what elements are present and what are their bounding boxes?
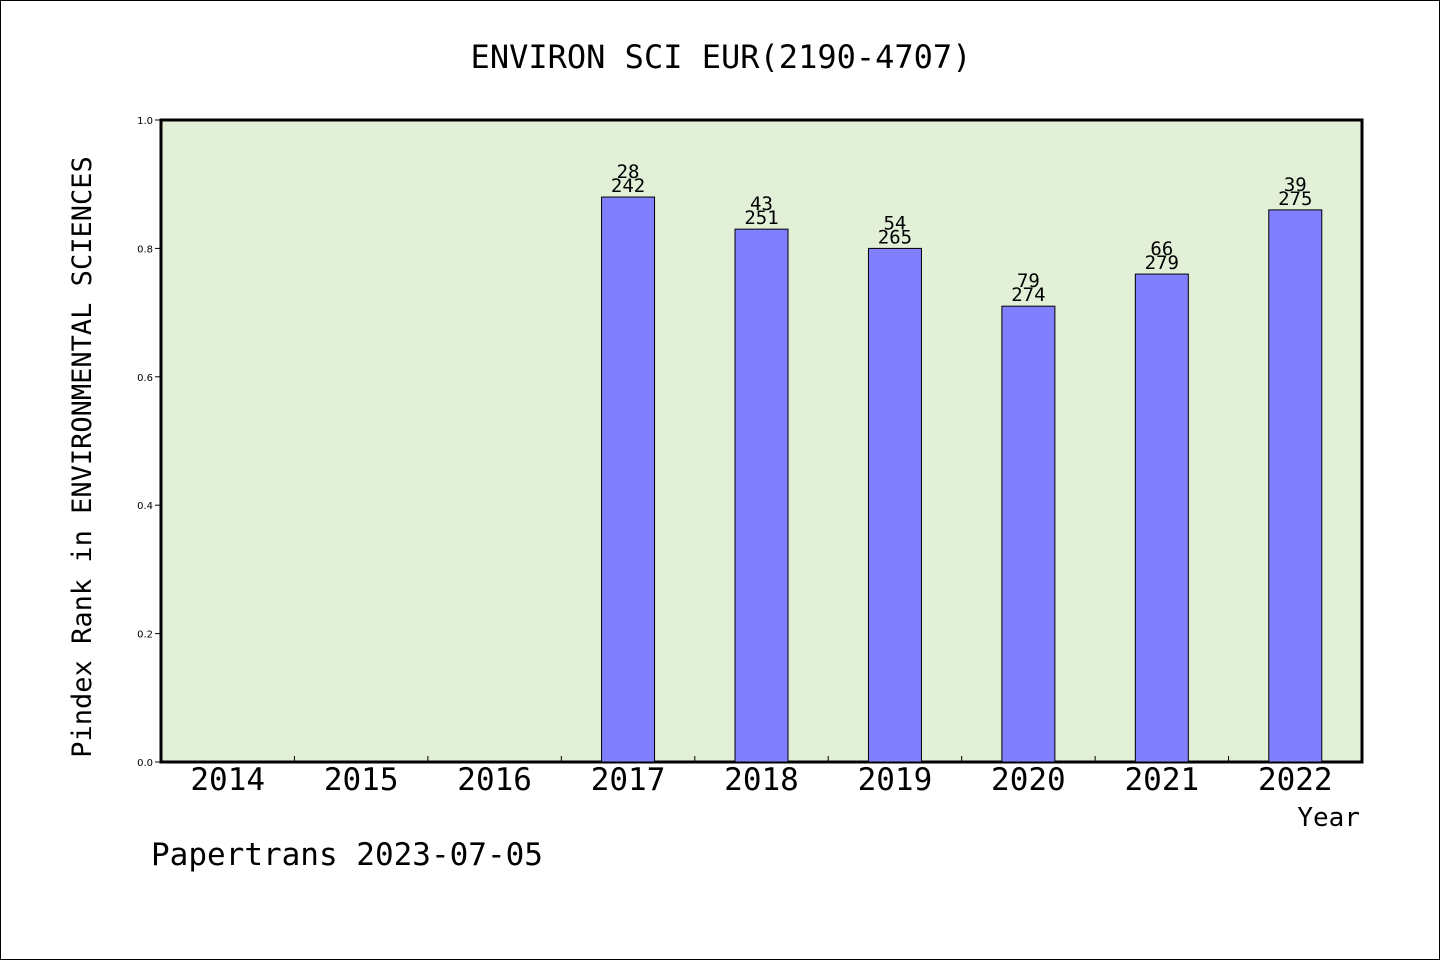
- y-tick-label-2: 0.4: [137, 501, 153, 512]
- x-tick-label-2018: 2018: [724, 762, 799, 798]
- bar-2019: [867, 247, 922, 763]
- bar-2018: [734, 228, 789, 763]
- bar-2020: [1001, 305, 1056, 763]
- bar-label-top-2022: 39: [1284, 174, 1307, 196]
- x-tick-label-2015: 2015: [324, 762, 399, 798]
- bar-label-bottom-2020: 274: [1011, 284, 1045, 306]
- bar-label-bottom-2021: 279: [1145, 252, 1179, 274]
- bar-label-top-2017: 28: [617, 161, 640, 183]
- y-tick-label-1: 0.2: [137, 630, 153, 641]
- footer-source-date: Papertrans 2023-07-05: [151, 837, 543, 873]
- x-tick-label-2014: 2014: [190, 762, 265, 798]
- x-tick-label-2022: 2022: [1258, 762, 1333, 798]
- bar-label-top-2018: 43: [750, 193, 773, 215]
- bar-2022: [1268, 209, 1323, 763]
- x-axis-label: Year: [1297, 803, 1360, 833]
- y-tick-label-0: 0.0: [137, 758, 153, 769]
- y-tick-label-4: 0.8: [137, 244, 153, 255]
- y-ticks-group: 0.0 0.2 0.4 0.6 0.8 1.0: [137, 116, 161, 769]
- bar-2017: [601, 196, 656, 763]
- bar-label-bottom-2017: 242: [611, 175, 645, 197]
- x-tick-label-2019: 2019: [858, 762, 933, 798]
- y-axis-label: Pindex Rank in ENVIRONMENTAL SCIENCES: [67, 156, 98, 757]
- y-tick-label-5: 1.0: [137, 116, 153, 127]
- bar-label-top-2020: 79: [1017, 270, 1040, 292]
- x-tick-label-2016: 2016: [457, 762, 532, 798]
- chart-title: ENVIRON SCI EUR(2190-4707): [471, 38, 972, 76]
- bar-label-bottom-2018: 251: [744, 207, 778, 229]
- x-tick-label-2020: 2020: [991, 762, 1066, 798]
- bar-label-top-2021: 66: [1150, 238, 1173, 260]
- x-ticks-group: 2014 2015 2016 2017 2018 2019 2020 2021 2022: [190, 756, 1333, 798]
- bar-label-top-2019: 54: [883, 212, 906, 234]
- x-tick-label-2021: 2021: [1125, 762, 1200, 798]
- x-tick-label-2017: 2017: [591, 762, 666, 798]
- bar-label-bottom-2022: 275: [1278, 188, 1312, 210]
- bar-2021: [1134, 273, 1189, 763]
- y-tick-label-3: 0.6: [137, 373, 153, 384]
- bar-label-bottom-2019: 265: [878, 226, 912, 248]
